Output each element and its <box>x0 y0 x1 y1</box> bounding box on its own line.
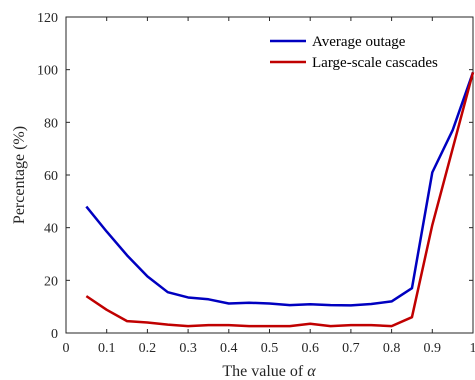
x-tick-label: 0.8 <box>383 341 401 356</box>
x-tick-label: 0.9 <box>424 341 442 356</box>
y-tick-label: 120 <box>37 11 58 26</box>
legend-label: Large-scale cascades <box>312 55 438 71</box>
x-tick-label: 1 <box>470 341 475 356</box>
x-axis-ticks: 0 0.1 0.2 0.3 0.4 0.5 0.6 0.7 0.8 0.9 1 <box>63 17 475 356</box>
y-tick-label: 100 <box>37 64 58 79</box>
x-tick-label: 0.2 <box>139 341 157 356</box>
series-line-average-outage <box>85 71 475 307</box>
series-line-large-scale-cascades <box>85 71 475 328</box>
legend-label: Average outage <box>312 34 406 50</box>
x-tick-label: 0.7 <box>342 341 360 356</box>
x-tick-label: 0.6 <box>301 341 319 356</box>
x-tick-label: 0.4 <box>220 341 238 356</box>
x-tick-label: 0.3 <box>179 341 197 356</box>
x-axis-label: The value of α <box>222 363 316 380</box>
x-tick-label: 0 <box>63 341 70 356</box>
x-axis-label-text: The value of <box>222 363 307 380</box>
legend: Average outage Large-scale cascades <box>270 34 438 71</box>
series-lines <box>85 71 475 328</box>
x-tick-label: 0.1 <box>98 341 116 356</box>
y-axis-ticks: 0 20 40 60 80 100 120 <box>37 11 473 342</box>
y-axis-label: Percentage (%) <box>11 126 28 224</box>
y-tick-label: 0 <box>51 327 58 342</box>
x-tick-label: 0.5 <box>261 341 279 356</box>
y-tick-label: 80 <box>44 116 58 131</box>
y-tick-label: 60 <box>44 169 58 184</box>
x-axis-label-symbol: α <box>307 363 316 380</box>
y-tick-label: 40 <box>44 222 58 237</box>
y-tick-label: 20 <box>44 274 58 289</box>
